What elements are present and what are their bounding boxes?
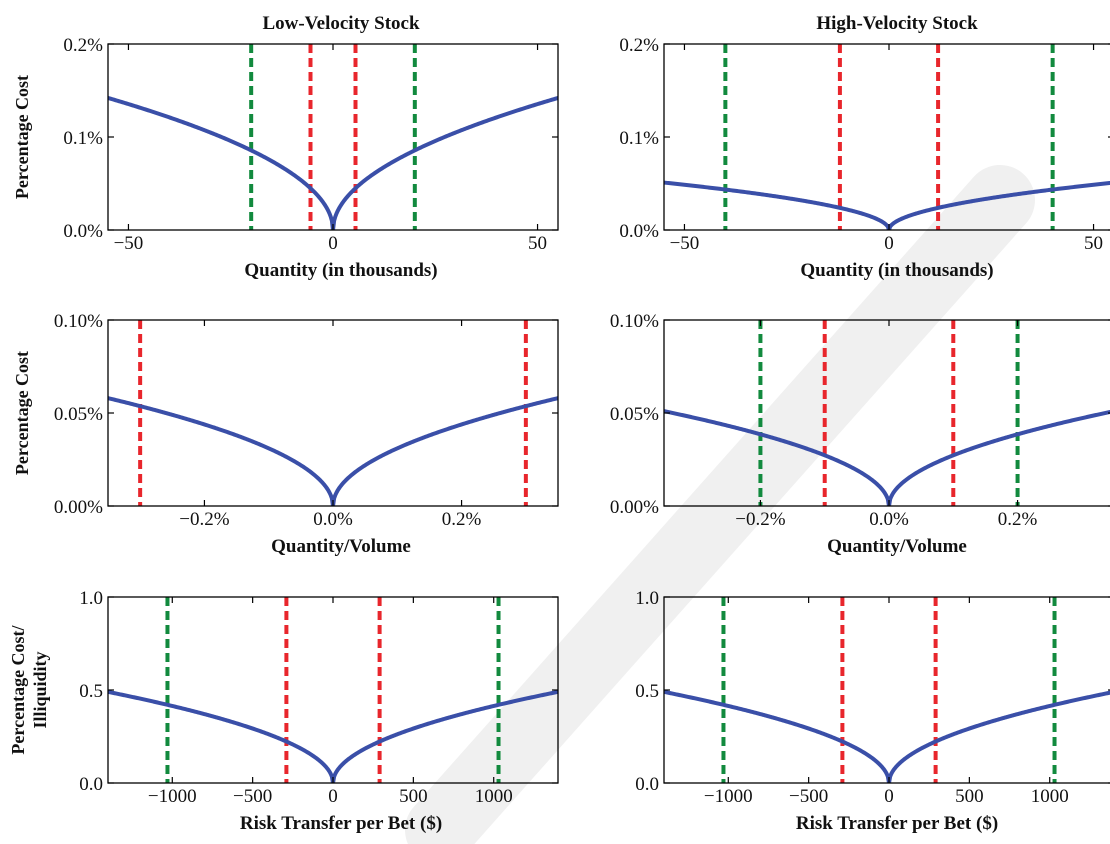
chart-panel-p32: −1000 −500 0 500 1000 0.0 0.5 1.0 Risk Transfer … bbox=[635, 588, 1110, 834]
series-line-cost-curve bbox=[108, 96, 558, 230]
y-tick-label: 0.00% bbox=[610, 497, 659, 518]
series-line-cost-curve bbox=[664, 180, 1110, 230]
x-tick-label: 0.0% bbox=[313, 509, 353, 530]
x-tick-label: −500 bbox=[233, 786, 272, 807]
y-tick-label: 0.00% bbox=[54, 497, 103, 518]
chart-title: Low-Velocity Stock bbox=[262, 13, 420, 34]
y-axis-label-line: Illiquidity bbox=[30, 651, 50, 728]
x-axis-label: Risk Transfer per Bet ($) bbox=[240, 813, 442, 834]
chart-panel-p11: −50 0 50 0.0% 0.1% 0.2% Low-Velocity Stock Quan… bbox=[12, 13, 559, 281]
y-tick-label: 1.0 bbox=[79, 588, 103, 609]
chart-panel-p21: −0.2% 0.0% 0.2% 0.00% 0.05% 0.10% Quantity/Vol… bbox=[12, 311, 559, 557]
x-tick-label: 0.2% bbox=[998, 509, 1038, 530]
y-tick-label: 0.1% bbox=[63, 128, 103, 149]
y-tick-label: 0.1% bbox=[619, 128, 659, 149]
y-tick-label: 0.0% bbox=[619, 221, 659, 242]
chart-title: High-Velocity Stock bbox=[816, 13, 978, 34]
y-tick-label: 0.0 bbox=[79, 774, 103, 795]
x-tick-label: 50 bbox=[1084, 233, 1103, 254]
y-tick-label: 0.10% bbox=[54, 311, 103, 332]
x-tick-label: 0 bbox=[884, 786, 894, 807]
y-tick-label: 0.0% bbox=[63, 221, 103, 242]
y-tick-label: 0.05% bbox=[610, 404, 659, 425]
plot-area bbox=[108, 320, 558, 506]
y-tick-label: 0.2% bbox=[63, 35, 103, 56]
y-tick-label: 0.05% bbox=[54, 404, 103, 425]
x-axis-label: Quantity/Volume bbox=[827, 536, 967, 557]
y-tick-label: 0.2% bbox=[619, 35, 659, 56]
x-tick-label: 500 bbox=[399, 786, 428, 807]
y-axis-label-line: Percentage Cost bbox=[12, 75, 32, 199]
x-axis-label: Quantity (in thousands) bbox=[244, 260, 437, 281]
plot-area bbox=[108, 597, 558, 783]
series-line-cost-curve bbox=[108, 396, 558, 506]
x-tick-label: 0.0% bbox=[869, 509, 909, 530]
plot-area bbox=[664, 44, 1110, 230]
plot-area bbox=[664, 320, 1110, 506]
x-axis-label: Quantity (in thousands) bbox=[800, 260, 993, 281]
chart-panel-p22: −0.2% 0.0% 0.2% 0.00% 0.05% 0.10% Quantity/Vol… bbox=[610, 311, 1110, 557]
chart-panel-p12: −50 0 50 0.0% 0.1% 0.2% High-Velocity Stock Qua… bbox=[619, 13, 1110, 281]
x-axis-label: Quantity/Volume bbox=[271, 536, 411, 557]
watermark-band bbox=[405, 165, 1035, 844]
y-tick-label: 1.0 bbox=[635, 588, 659, 609]
y-tick-label: 0.10% bbox=[610, 311, 659, 332]
y-tick-label: 0.0 bbox=[635, 774, 659, 795]
y-axis-label: Percentage Cost/Illiquidity bbox=[8, 624, 50, 754]
x-tick-label: 500 bbox=[955, 786, 984, 807]
x-tick-label: −500 bbox=[789, 786, 828, 807]
series-line-cost-curve bbox=[664, 689, 1110, 783]
x-tick-label: 0.2% bbox=[442, 509, 482, 530]
y-tick-label: 0.5 bbox=[79, 681, 103, 702]
x-tick-label: 1000 bbox=[475, 786, 513, 807]
y-axis-label: Percentage Cost bbox=[12, 351, 32, 475]
series-line-cost-curve bbox=[664, 409, 1110, 506]
x-tick-label: −1000 bbox=[148, 786, 197, 807]
series-line-cost-curve bbox=[108, 689, 558, 783]
y-tick-label: 0.5 bbox=[635, 681, 659, 702]
x-tick-label: −50 bbox=[114, 233, 144, 254]
x-tick-label: 0 bbox=[328, 786, 338, 807]
x-tick-label: −50 bbox=[670, 233, 700, 254]
plot-area bbox=[108, 44, 558, 230]
panels-group: −50 0 500.0%0.1%0.2%Low-Velocity StockQuan… bbox=[8, 13, 1110, 834]
x-tick-label: 0 bbox=[884, 233, 894, 254]
x-axis-label: Risk Transfer per Bet ($) bbox=[796, 813, 998, 834]
x-tick-label: 1000 bbox=[1031, 786, 1069, 807]
x-tick-label: −0.2% bbox=[179, 509, 229, 530]
chart-panel-p31: −1000 −500 0 500 1000 0.0 0.5 1.0 Risk Transfer … bbox=[8, 588, 559, 834]
x-tick-label: 50 bbox=[528, 233, 547, 254]
plot-area bbox=[664, 597, 1110, 783]
y-axis-label: Percentage Cost bbox=[12, 75, 32, 199]
x-tick-label: −0.2% bbox=[735, 509, 785, 530]
x-tick-label: −1000 bbox=[704, 786, 753, 807]
x-tick-label: 0 bbox=[328, 233, 338, 254]
y-axis-label-line: Percentage Cost/ bbox=[8, 624, 28, 754]
y-axis-label-line: Percentage Cost bbox=[12, 351, 32, 475]
